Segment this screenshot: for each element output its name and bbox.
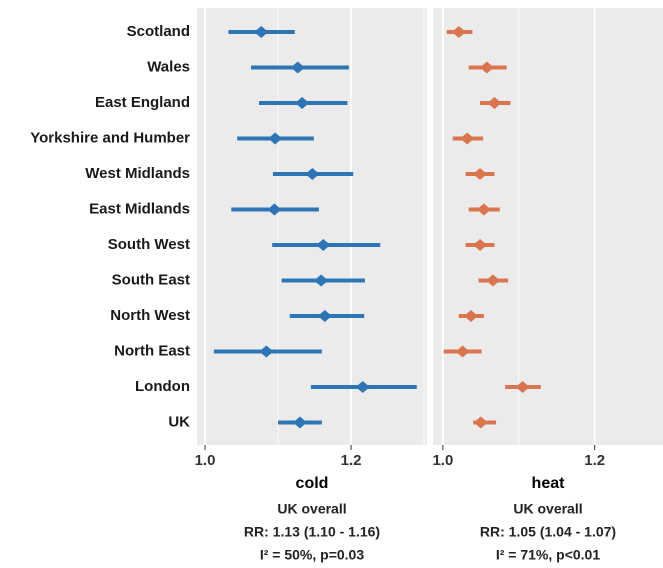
- point-estimate: [473, 416, 488, 429]
- point-estimate: [305, 168, 320, 180]
- category-label: North East: [114, 342, 190, 359]
- point-estimate: [476, 203, 491, 216]
- x-tick-label: 1.0: [432, 452, 453, 469]
- annotation: I² = 71%, p<0.01: [496, 547, 600, 563]
- category-label: Wales: [147, 58, 190, 75]
- point-estimate: [479, 61, 494, 74]
- category-label: Yorkshire and Humber: [30, 129, 190, 146]
- annotation: UK overall: [513, 501, 582, 517]
- point-estimate: [487, 97, 502, 109]
- x-axis-label: heat: [532, 475, 566, 492]
- point-estimate: [316, 239, 331, 251]
- x-tick-label: 1.0: [195, 452, 216, 469]
- category-label: UK: [168, 413, 190, 430]
- point-estimate: [473, 168, 488, 180]
- point-estimate: [295, 97, 310, 109]
- x-tick-label: 1.2: [341, 452, 362, 469]
- category-label: North West: [110, 307, 190, 324]
- panel-background: [197, 8, 427, 445]
- point-estimate: [290, 61, 305, 74]
- category-label: East England: [95, 94, 190, 111]
- point-estimate: [515, 381, 530, 393]
- point-estimate: [268, 132, 283, 145]
- annotation: RR: 1.13 (1.10 - 1.16): [244, 524, 380, 540]
- point-estimate: [259, 345, 274, 358]
- annotation: RR: 1.05 (1.04 - 1.07): [480, 524, 616, 540]
- point-estimate: [267, 203, 282, 216]
- point-estimate: [292, 416, 307, 429]
- point-estimate: [451, 26, 466, 38]
- point-estimate: [455, 345, 470, 358]
- point-estimate: [317, 310, 332, 322]
- panel-background: [433, 8, 663, 445]
- point-estimate: [485, 274, 500, 287]
- category-label: West Midlands: [85, 165, 190, 182]
- x-axis-label: cold: [296, 475, 329, 492]
- point-estimate: [254, 26, 269, 38]
- annotation: UK overall: [277, 501, 346, 517]
- point-estimate: [314, 274, 329, 287]
- point-estimate: [463, 310, 478, 322]
- category-label: East Midlands: [89, 200, 190, 217]
- category-label: Scotland: [127, 23, 190, 40]
- annotation: I² = 50%, p=0.03: [260, 547, 364, 563]
- category-label: London: [135, 378, 190, 395]
- category-label: South East: [112, 271, 190, 288]
- category-label: South West: [108, 236, 190, 253]
- point-estimate: [355, 381, 370, 393]
- point-estimate: [460, 132, 475, 145]
- point-estimate: [473, 239, 488, 251]
- x-tick-label: 1.2: [584, 452, 605, 469]
